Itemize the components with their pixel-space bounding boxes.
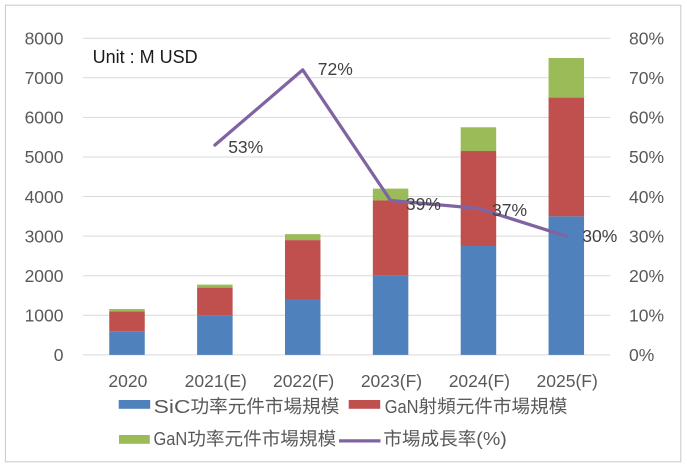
- svg-text:2025(F): 2025(F): [537, 371, 598, 391]
- svg-text:30%: 30%: [582, 226, 617, 246]
- svg-text:4000: 4000: [25, 187, 64, 207]
- svg-text:(%): (%): [476, 429, 507, 449]
- svg-text:72%: 72%: [318, 59, 353, 79]
- svg-text:1000: 1000: [25, 306, 64, 326]
- svg-text:2000: 2000: [25, 266, 64, 286]
- svg-text:SiC: SiC: [154, 397, 191, 417]
- svg-text:7000: 7000: [25, 68, 64, 88]
- svg-text:20%: 20%: [629, 266, 664, 286]
- svg-text:30%: 30%: [629, 226, 664, 246]
- svg-text:3000: 3000: [25, 226, 64, 246]
- svg-text:39%: 39%: [406, 194, 441, 214]
- svg-text:10%: 10%: [629, 306, 664, 326]
- svg-text:2021(E): 2021(E): [185, 371, 247, 391]
- svg-text:Unit : M USD: Unit : M USD: [93, 47, 198, 67]
- svg-text:GaN: GaN: [154, 429, 188, 449]
- svg-text:2024(F): 2024(F): [449, 371, 510, 391]
- svg-text:2023(F): 2023(F): [361, 371, 422, 391]
- svg-text:80%: 80%: [629, 28, 664, 48]
- svg-text:37%: 37%: [492, 200, 527, 220]
- svg-text:50%: 50%: [629, 147, 664, 167]
- svg-text:70%: 70%: [629, 68, 664, 88]
- svg-text:2020: 2020: [108, 371, 147, 391]
- svg-text:60%: 60%: [629, 108, 664, 128]
- svg-text:0: 0: [54, 345, 64, 365]
- svg-text:8000: 8000: [25, 28, 64, 48]
- svg-text:53%: 53%: [228, 137, 263, 157]
- svg-text:5000: 5000: [25, 147, 64, 167]
- svg-text:6000: 6000: [25, 108, 64, 128]
- svg-text:2022(F): 2022(F): [273, 371, 334, 391]
- svg-text:40%: 40%: [629, 187, 664, 207]
- svg-text:GaN: GaN: [385, 397, 419, 417]
- svg-text:0%: 0%: [629, 345, 654, 365]
